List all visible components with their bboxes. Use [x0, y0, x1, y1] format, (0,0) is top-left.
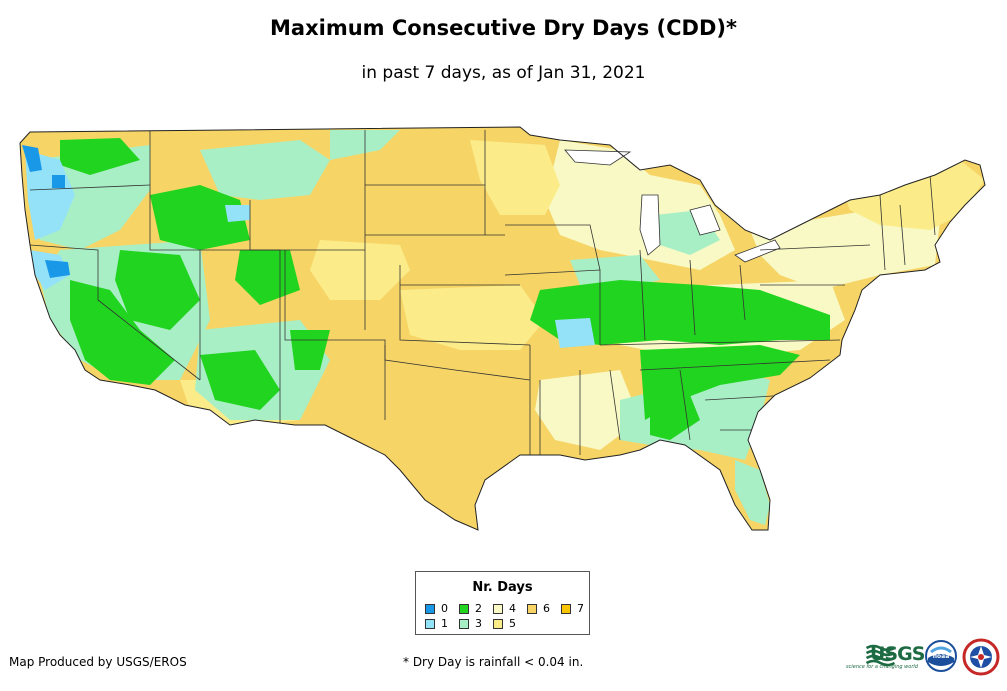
- nws-logo-icon: [962, 638, 1000, 676]
- usgs-logo-text: USGS: [870, 643, 925, 665]
- legend-swatch: [425, 604, 435, 614]
- region-2-days: [115, 250, 200, 330]
- map-credit: Map Produced by USGS/EROS: [9, 655, 187, 669]
- legend-swatch: [459, 604, 469, 614]
- region-2-days: [150, 185, 250, 250]
- legend-label: 5: [509, 617, 516, 630]
- region-3-days: [735, 460, 770, 525]
- usgs-tagline: science for a changing world: [846, 664, 918, 670]
- lake-superior: [564, 149, 632, 166]
- legend-title: Nr. Days: [472, 580, 533, 595]
- noaa-logo-text: noaa: [933, 653, 950, 660]
- legend-swatch: [459, 619, 469, 629]
- region-5-days: [400, 285, 545, 350]
- region-5-days: [470, 140, 560, 215]
- region-2-days: [530, 280, 830, 345]
- legend-label: 2: [475, 602, 482, 615]
- legend-label: 4: [509, 602, 516, 615]
- map-title: Maximum Consecutive Dry Days (CDD)*: [270, 16, 737, 40]
- region-5-days: [840, 160, 985, 230]
- state-borders: [29, 130, 936, 455]
- lake-huron: [689, 204, 721, 236]
- great-lakes: [564, 149, 781, 263]
- region-2-days: [70, 280, 175, 385]
- region-3-days: [200, 140, 330, 200]
- usgs-logo-icon: [865, 644, 896, 667]
- legend-label: 0: [441, 602, 448, 615]
- legend-swatch: [493, 604, 503, 614]
- legend-swatch: [425, 619, 435, 629]
- legend-swatch: [527, 604, 537, 614]
- region-2-days: [235, 250, 300, 305]
- map-subtitle: in past 7 days, as of Jan 31, 2021: [361, 63, 646, 83]
- region-5-days: [310, 240, 410, 300]
- region-2-days: [650, 395, 700, 440]
- region-1-day: [555, 318, 595, 348]
- legend-label: 7: [577, 602, 584, 615]
- legend-swatch: [493, 619, 503, 629]
- legend-swatch: [561, 604, 571, 614]
- lake-michigan: [639, 194, 661, 256]
- lake-erie: [734, 239, 781, 263]
- region-2-days: [200, 350, 280, 410]
- region-1-day: [225, 205, 250, 222]
- legend-label: 3: [475, 617, 482, 630]
- region-1-day: [25, 150, 75, 240]
- legend-label: 1: [441, 617, 448, 630]
- legend-label: 6: [543, 602, 550, 615]
- region-4-days: [535, 370, 640, 450]
- map-legend: Nr. Days 0 1 2 3 4 5 6 7: [415, 571, 590, 635]
- region-2-days: [60, 138, 140, 175]
- us-outline: [19, 126, 986, 531]
- region-0-days: [45, 260, 70, 278]
- noaa-logo-icon: noaa: [925, 640, 957, 672]
- region-0-days: [22, 145, 42, 172]
- region-0-days: [52, 175, 65, 188]
- dry-day-footnote: * Dry Day is rainfall < 0.04 in.: [403, 655, 584, 669]
- map-land: [20, 127, 985, 530]
